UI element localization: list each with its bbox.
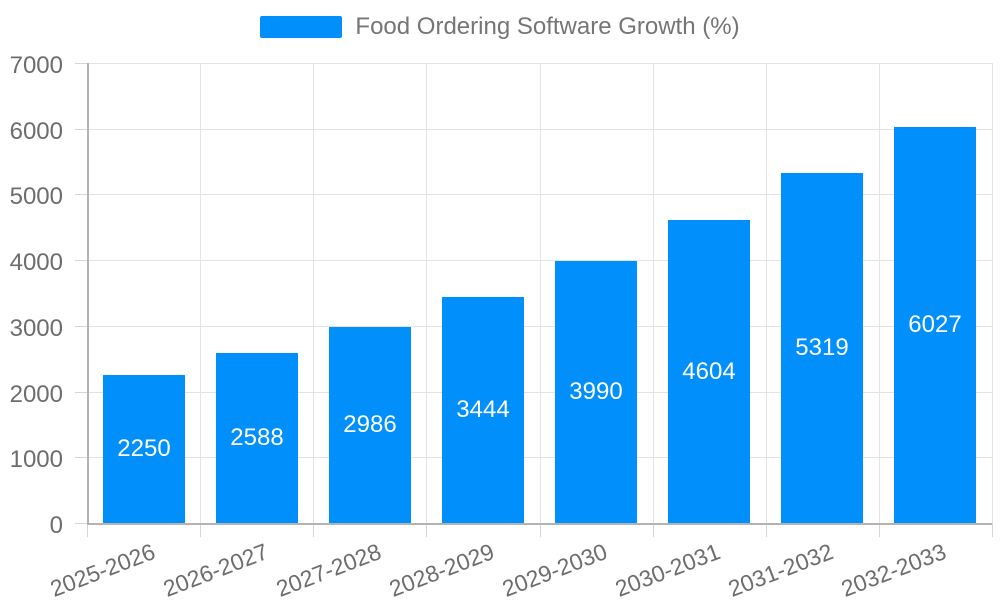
y-axis-label: 7000: [9, 52, 63, 79]
y-axis-tick: [75, 260, 87, 261]
y-axis-tick: [75, 326, 87, 327]
gridline-vertical: [879, 63, 880, 523]
gridline-horizontal: [87, 260, 992, 261]
x-axis-tick: [426, 523, 427, 537]
gridline-vertical: [313, 63, 314, 523]
bar-value-label: 2588: [230, 424, 284, 451]
x-axis-tick: [653, 523, 654, 537]
gridline-horizontal: [87, 194, 992, 195]
y-axis-tick: [75, 194, 87, 195]
x-axis-tick: [200, 523, 201, 537]
y-axis-tick: [75, 523, 87, 524]
legend[interactable]: Food Ordering Software Growth (%): [0, 13, 1000, 40]
x-axis-label: 2025-2026: [46, 538, 159, 600]
x-axis-label: 2027-2028: [272, 538, 385, 600]
x-axis-label: 2029-2030: [498, 538, 611, 600]
bar[interactable]: [329, 327, 411, 523]
bar-value-label: 2250: [117, 435, 171, 462]
x-axis-label: 2028-2029: [385, 538, 498, 600]
x-axis-label: 2031-2032: [724, 538, 837, 600]
bar[interactable]: [103, 375, 185, 523]
x-axis-tick: [766, 523, 767, 537]
gridline-vertical: [426, 63, 427, 523]
gridline-horizontal: [87, 326, 992, 327]
gridline-vertical: [992, 63, 993, 523]
bar[interactable]: [781, 173, 863, 523]
legend-swatch: [260, 16, 343, 39]
y-axis-label: 0: [49, 512, 63, 539]
y-axis-tick: [75, 457, 87, 458]
gridline-vertical: [766, 63, 767, 523]
gridline-horizontal: [87, 457, 992, 458]
bar-value-label: 2986: [343, 411, 397, 438]
x-axis-tick: [879, 523, 880, 537]
bar-value-label: 4604: [682, 358, 736, 385]
bar[interactable]: [442, 297, 524, 523]
bar[interactable]: [894, 127, 976, 523]
bar-value-label: 5319: [795, 334, 849, 361]
x-axis-tick: [540, 523, 541, 537]
bar-value-label: 6027: [908, 311, 962, 338]
x-axis-label: 2030-2031: [611, 538, 724, 600]
legend-label: Food Ordering Software Growth (%): [355, 13, 740, 40]
y-axis-tick: [75, 392, 87, 393]
y-axis-label: 5000: [9, 183, 63, 210]
gridline-horizontal: [87, 129, 992, 130]
x-axis-line: [87, 523, 992, 525]
y-axis-label: 2000: [9, 381, 63, 408]
y-axis-label: 4000: [9, 249, 63, 276]
y-axis-label: 1000: [9, 446, 63, 473]
y-axis-tick: [75, 129, 87, 130]
x-axis-label: 2026-2027: [159, 538, 272, 600]
x-axis-label: 2032-2033: [838, 538, 951, 600]
y-axis-label: 6000: [9, 118, 63, 145]
y-axis-tick: [75, 63, 87, 64]
x-axis-tick: [87, 523, 88, 537]
bar-value-label: 3444: [456, 396, 510, 423]
gridline-horizontal: [87, 392, 992, 393]
y-axis-label: 3000: [9, 315, 63, 342]
bar[interactable]: [216, 353, 298, 523]
gridline-vertical: [653, 63, 654, 523]
gridline-vertical: [540, 63, 541, 523]
bar[interactable]: [555, 261, 637, 523]
x-axis-tick: [992, 523, 993, 537]
gridline-horizontal: [87, 63, 992, 64]
y-axis-line: [87, 63, 89, 523]
bar[interactable]: [668, 220, 750, 523]
gridline-vertical: [200, 63, 201, 523]
x-axis-tick: [313, 523, 314, 537]
bar-value-label: 3990: [569, 378, 623, 405]
